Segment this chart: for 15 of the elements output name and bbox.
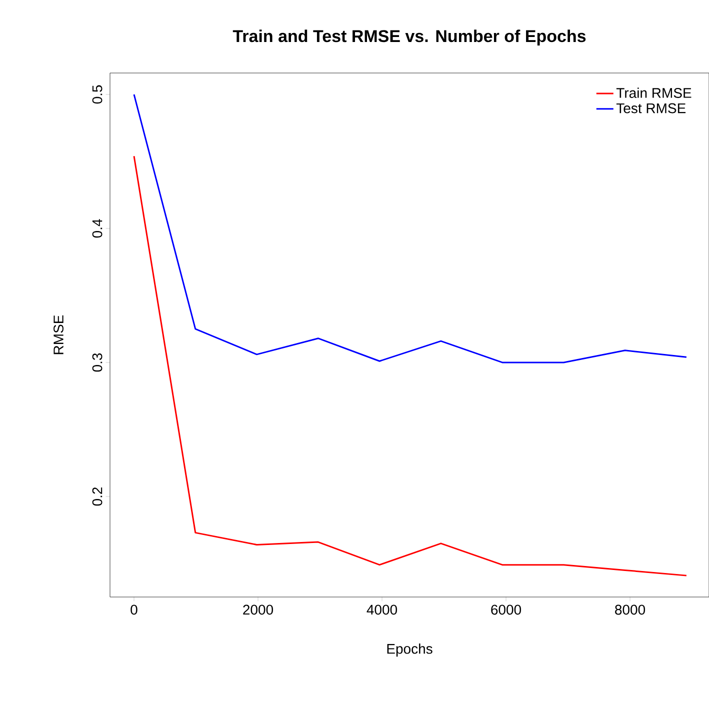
y-tick-label: 0.2 — [92, 487, 102, 506]
legend-label: Train RMSE — [616, 88, 692, 98]
y-tick-label: 0.5 — [92, 85, 102, 104]
y-tick-label: 0.4 — [92, 219, 102, 238]
chart-title: Train and Test RMSE vs. Number of Epochs — [232, 30, 586, 46]
x-tick-label: 0 — [130, 604, 138, 615]
line-series — [133, 155, 688, 576]
x-tick-label: 4000 — [366, 604, 398, 615]
x-tick-label: 8000 — [615, 604, 646, 615]
x-axis-title: Epochs — [387, 644, 432, 657]
y-axis-title: RMSE — [54, 315, 64, 354]
y-tick-label: 0.3 — [92, 353, 102, 372]
x-tick-label: 6000 — [491, 604, 522, 615]
x-tick-label: 2000 — [243, 604, 274, 615]
legend-label: Test RMSE — [616, 103, 686, 114]
